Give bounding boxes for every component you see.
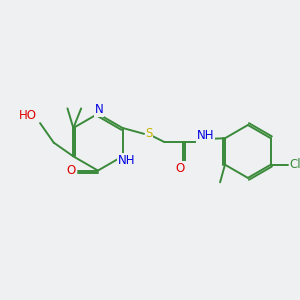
Text: NH: NH [197,129,214,142]
Text: Cl: Cl [290,158,300,171]
Text: O: O [67,164,76,177]
Text: O: O [176,162,185,175]
Text: NH: NH [118,154,135,167]
Text: S: S [145,127,153,140]
Text: HO: HO [19,109,37,122]
Text: N: N [94,103,103,116]
